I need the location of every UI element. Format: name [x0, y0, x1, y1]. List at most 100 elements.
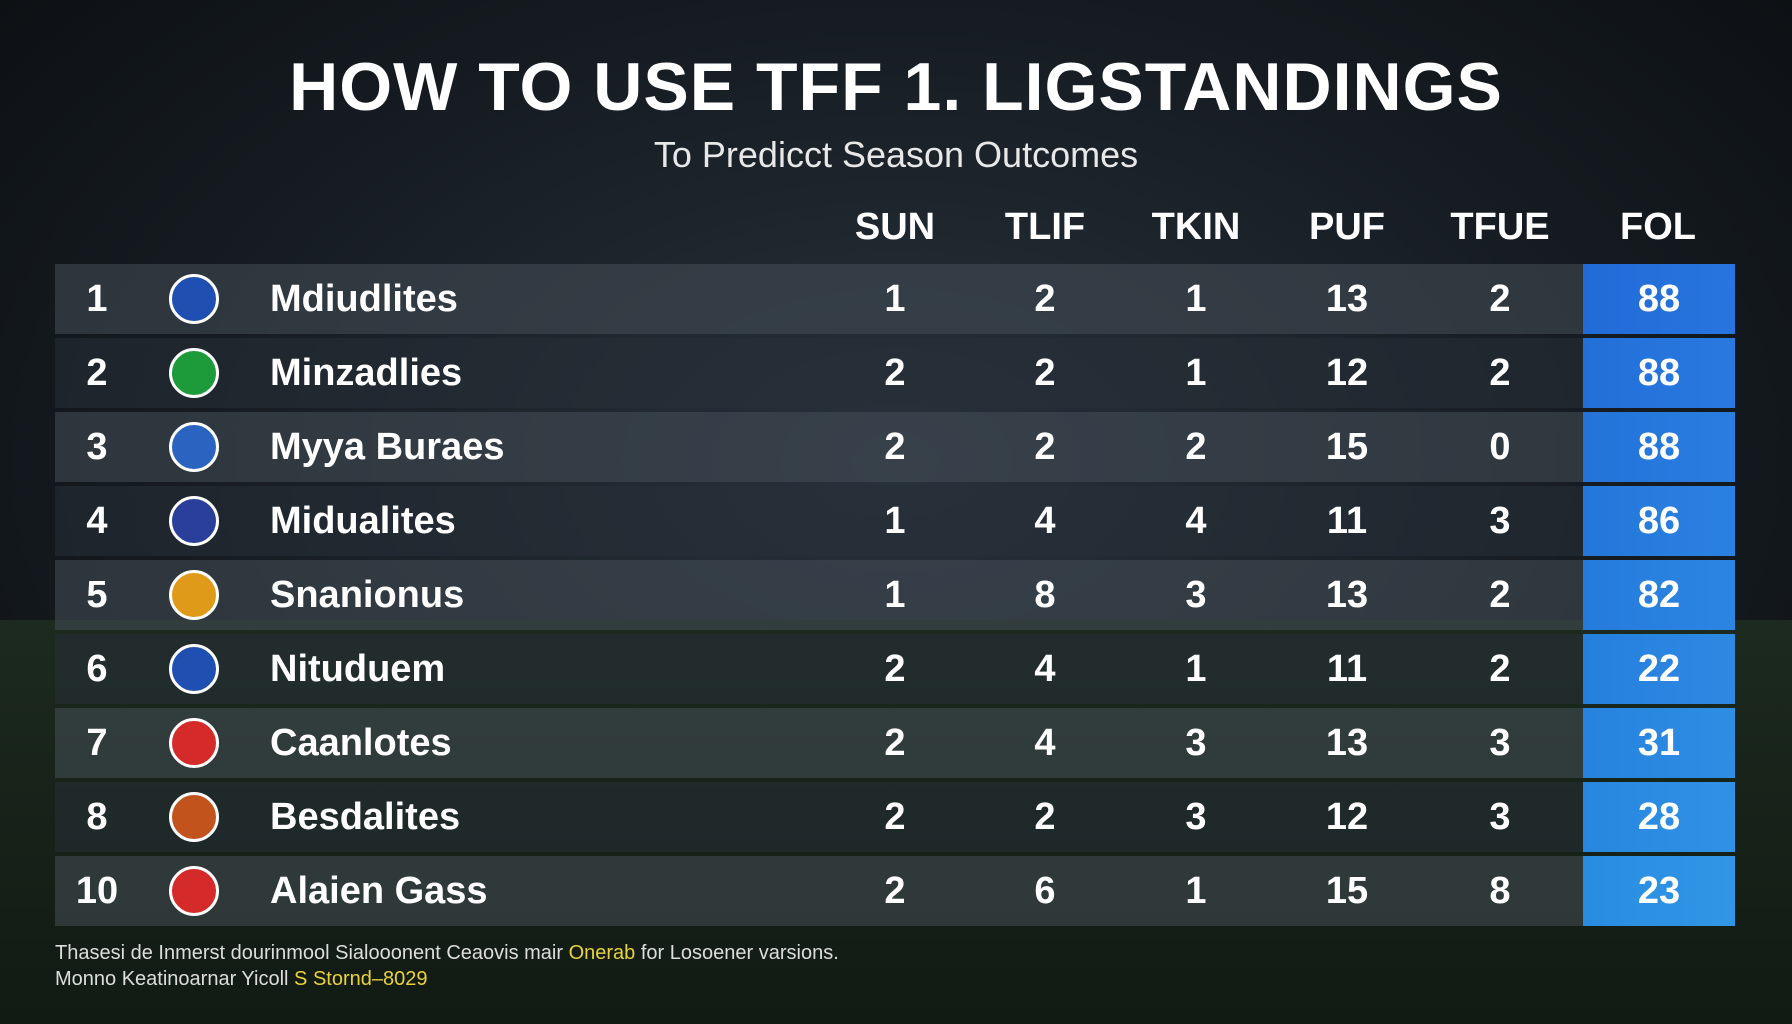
rank: 5 [86, 574, 108, 616]
table-row [55, 338, 1735, 408]
stat-value: 2 [1034, 278, 1056, 320]
rank: 4 [86, 500, 108, 542]
rank: 8 [86, 796, 108, 838]
stat-value: 1 [1185, 648, 1207, 690]
table-row [55, 264, 1735, 334]
highlight-cell: 23 [1583, 856, 1735, 926]
stat-value: 3 [1489, 500, 1511, 542]
stat-value: 2 [884, 796, 906, 838]
stat-value: 13 [1325, 278, 1369, 320]
stat-value: 2 [884, 870, 906, 912]
stat-value: 1 [884, 278, 906, 320]
highlight-cell: 88 [1583, 264, 1735, 334]
team-name: Besdalites [270, 796, 461, 838]
rank: 3 [86, 426, 108, 468]
team-logo [169, 422, 219, 472]
team-logo [169, 644, 219, 694]
footer-line: Monno Keatinoarnar Yicoll S Stornd–8029 [55, 968, 427, 991]
stat-value: 13 [1325, 722, 1369, 764]
highlight-cell: 88 [1583, 338, 1735, 408]
stat-value: 2 [884, 426, 906, 468]
stat-value: 2 [884, 722, 906, 764]
footer-text: for Losoener varsions. [640, 942, 839, 964]
team-name: Minzadlies [270, 352, 463, 394]
stat-value: 2 [884, 352, 906, 394]
stat-value: 4 [1034, 500, 1056, 542]
stat-value: 12 [1325, 352, 1369, 394]
stat-value: 15 [1325, 426, 1369, 468]
team-logo [169, 866, 219, 916]
stat-value: 2 [1489, 278, 1511, 320]
team-name: Alaien Gass [270, 870, 488, 912]
rank: 7 [86, 722, 108, 764]
stat-value: 2 [1489, 352, 1511, 394]
footer-text: Monno Keatinoarnar Yicoll [55, 968, 289, 990]
stat-value: 2 [1034, 796, 1056, 838]
footer-highlight: S Stornd–8029 [294, 968, 428, 990]
column-header: PUF [1309, 206, 1385, 248]
stat-value: 1 [1185, 870, 1207, 912]
stat-value: 1 [1185, 352, 1207, 394]
stat-value: 13 [1325, 574, 1369, 616]
stat-value: 2 [1185, 426, 1207, 468]
stat-value: 2 [1034, 352, 1056, 394]
stat-value: 3 [1489, 722, 1511, 764]
team-name: Snanionus [270, 574, 465, 616]
highlight-cell: 31 [1583, 708, 1735, 778]
stat-value: 8 [1034, 574, 1056, 616]
table-row [55, 856, 1735, 926]
team-logo [169, 348, 219, 398]
stat-value: 3 [1185, 722, 1207, 764]
highlight-cell: 86 [1583, 486, 1735, 556]
table-row [55, 708, 1735, 778]
stat-value: 2 [1489, 574, 1511, 616]
team-name: Midualites [270, 500, 456, 542]
team-name: Mdiudlites [270, 278, 458, 320]
stat-value: 11 [1326, 648, 1368, 690]
team-name: Caanlotes [270, 722, 452, 764]
footer-text: Thasesi de Inmerst dourinmool Sialooonen… [55, 942, 564, 964]
rank: 6 [86, 648, 108, 690]
stat-value: 4 [1185, 500, 1207, 542]
team-logo [169, 274, 219, 324]
team-logo [169, 792, 219, 842]
stat-value: 3 [1185, 574, 1207, 616]
stat-value: 2 [1034, 426, 1056, 468]
stat-value: 6 [1034, 870, 1056, 912]
column-header: TFUE [1450, 206, 1550, 248]
stat-value: 1 [1185, 278, 1207, 320]
table-row [55, 634, 1735, 704]
rank: 1 [86, 278, 108, 320]
column-header: TKIN [1151, 206, 1241, 248]
stat-value: 4 [1034, 722, 1056, 764]
stat-value: 2 [1489, 648, 1511, 690]
team-name: Nituduem [270, 648, 446, 690]
table-row [55, 486, 1735, 556]
table-row [55, 782, 1735, 852]
table-row [55, 560, 1735, 630]
column-header: FOL [1620, 206, 1696, 248]
stat-value: 3 [1489, 796, 1511, 838]
highlight-cell: 28 [1583, 782, 1735, 852]
team-logo [169, 496, 219, 546]
footer-line: Thasesi de Inmerst dourinmool Sialooonen… [55, 942, 839, 965]
stat-value: 15 [1325, 870, 1369, 912]
stat-value: 12 [1325, 796, 1369, 838]
highlight-cell: 88 [1583, 412, 1735, 482]
stat-value: 4 [1034, 648, 1056, 690]
team-name: Myya Buraes [270, 426, 505, 468]
rank: 10 [75, 870, 119, 912]
team-logo [169, 718, 219, 768]
team-logo [169, 570, 219, 620]
stat-value: 1 [884, 500, 906, 542]
highlight-cell: 22 [1583, 634, 1735, 704]
stat-value: 8 [1489, 870, 1511, 912]
stat-value: 1 [884, 574, 906, 616]
column-header: TLIF [1004, 206, 1086, 248]
stat-value: 3 [1185, 796, 1207, 838]
column-header: SUN [854, 206, 936, 248]
stat-value: 0 [1489, 426, 1511, 468]
title: HOW TO USE TFF 1. LIGSTANDINGS [289, 49, 1503, 125]
stat-value: 11 [1326, 500, 1368, 542]
